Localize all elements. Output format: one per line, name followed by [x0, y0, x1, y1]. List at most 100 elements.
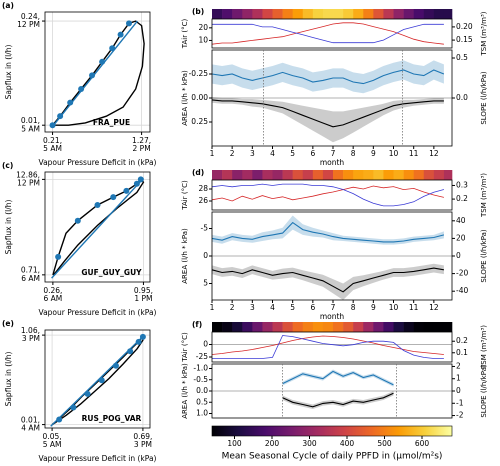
y-tick-label: 0.71, 6 AM	[21, 266, 40, 283]
y2-axis-label: TSM (m³/m³)	[480, 325, 488, 370]
data-point	[99, 58, 106, 65]
x-axis-label: Vapour Pressure Deficit in (kPa)	[39, 158, 157, 167]
panel-label: (c)	[2, 161, 13, 170]
data-point	[135, 338, 142, 345]
ppfd-cell	[292, 322, 304, 332]
ppfd-cell	[252, 322, 263, 332]
line	[211, 22, 444, 45]
data-point	[67, 99, 74, 106]
data-point	[112, 362, 119, 369]
ppfd-cell	[393, 9, 404, 19]
ppfd-cell	[272, 9, 283, 19]
ppfd-cell	[383, 322, 394, 332]
y2-tick-label: -1	[456, 398, 464, 407]
data-point	[117, 31, 124, 38]
ppfd-cell	[262, 170, 273, 180]
ppfd-cell	[433, 170, 445, 180]
ppfd-cell	[312, 170, 324, 180]
y-tick-label: 0.01, 4 AM	[21, 415, 40, 432]
ppfd-cell	[423, 170, 435, 180]
y2-tick-label: 20	[456, 233, 466, 242]
y-axis-label: AREA (l/h * kPa)	[181, 228, 189, 284]
panel-label: (b)	[192, 7, 204, 16]
panel-label: (f)	[192, 320, 202, 329]
ppfd-cell	[363, 9, 374, 19]
ppfd-cell	[333, 170, 344, 180]
x-tick-label: 3	[250, 149, 255, 158]
x-tick-label: 2	[230, 149, 235, 158]
x-tick-label: 10	[389, 149, 399, 158]
axes-frame	[211, 49, 453, 147]
y-axis-label: AREA (l/h * kPa)	[181, 363, 189, 419]
x-tick-label: 8	[351, 303, 356, 312]
ppfd-cell	[252, 9, 263, 19]
ppfd-cell	[373, 322, 384, 332]
axes-frame	[44, 329, 151, 429]
y2-tick-label: 0.5	[456, 53, 468, 62]
x-tick-label: 1	[210, 303, 215, 312]
y-tick-label: -0.25	[189, 69, 209, 78]
ppfd-cell	[343, 170, 354, 180]
data-point	[74, 217, 81, 224]
line	[211, 335, 444, 355]
data-point	[55, 253, 62, 260]
y-axis-label: Sapflux in (l/h)	[4, 45, 13, 100]
ppfd-cell	[222, 9, 233, 19]
y-axis-label: Sapflux in (l/h)	[4, 352, 13, 407]
ppfd-cell	[302, 170, 314, 180]
x-tick-label: 8	[351, 149, 356, 158]
ppfd-cell	[282, 322, 293, 332]
y-tick-label: 0.00	[191, 93, 208, 102]
ppfd-cell	[413, 9, 425, 19]
line	[282, 370, 394, 386]
y2-tick-label: 0.15	[456, 35, 473, 44]
y2-axis-label: SLOPE (l/h/kPa)	[480, 229, 488, 283]
colorbar-tick-label: 200	[265, 439, 280, 448]
ppfd-cell	[232, 9, 243, 19]
x-tick-label: 10	[389, 303, 399, 312]
x-tick-label: 0.21, 5 AM	[43, 136, 62, 153]
x-tick-label: 11	[409, 149, 419, 158]
ppfd-cell	[343, 322, 354, 332]
site-label: GUF_GUY_GUY	[81, 268, 142, 277]
y-axis-label: AREA (l/h * kPa)	[181, 70, 189, 126]
ppfd-cell	[393, 170, 404, 180]
ppfd-cell	[403, 322, 414, 332]
panel-label: (d)	[192, 168, 204, 177]
panel-label: (e)	[2, 319, 14, 328]
ppfd-cell	[383, 9, 394, 19]
data-point	[133, 180, 140, 187]
ppfd-cell	[443, 322, 453, 332]
line	[282, 392, 394, 408]
data-point	[56, 416, 63, 423]
ppfd-cell	[222, 170, 233, 180]
x-tick-label: 6	[310, 149, 315, 158]
ppfd-cell	[403, 9, 414, 19]
x-tick-label: 6	[310, 303, 315, 312]
x-tick-label: 4	[270, 303, 275, 312]
colorbar-tick-label: 600	[415, 439, 430, 448]
data-point	[57, 113, 64, 120]
y2-tick-label: 0.1	[456, 348, 468, 357]
x-tick-label: 2	[230, 303, 235, 312]
data-point	[139, 333, 146, 340]
uncertainty-band	[282, 391, 394, 409]
y-tick-label: 5	[203, 279, 208, 288]
y2-axis-label: TSM (m³/m³)	[480, 173, 488, 218]
ppfd-cell	[413, 322, 425, 332]
uncertainty-band	[212, 263, 444, 300]
data-point	[78, 85, 85, 92]
ppfd-cell	[252, 170, 263, 180]
ppfd-cell	[242, 170, 253, 180]
y2-tick-label: -20	[456, 269, 468, 278]
ppfd-cell	[212, 322, 223, 332]
line	[212, 335, 444, 359]
y-tick-label: 0	[203, 340, 208, 349]
uncertainty-band	[282, 369, 394, 387]
colorbar-tick-label: 100	[227, 439, 242, 448]
y-tick-label: 0.0	[196, 386, 208, 395]
y2-tick-label: 0.20	[456, 22, 473, 31]
x-tick-label: 4	[270, 149, 275, 158]
ppfd-cell	[322, 170, 334, 180]
